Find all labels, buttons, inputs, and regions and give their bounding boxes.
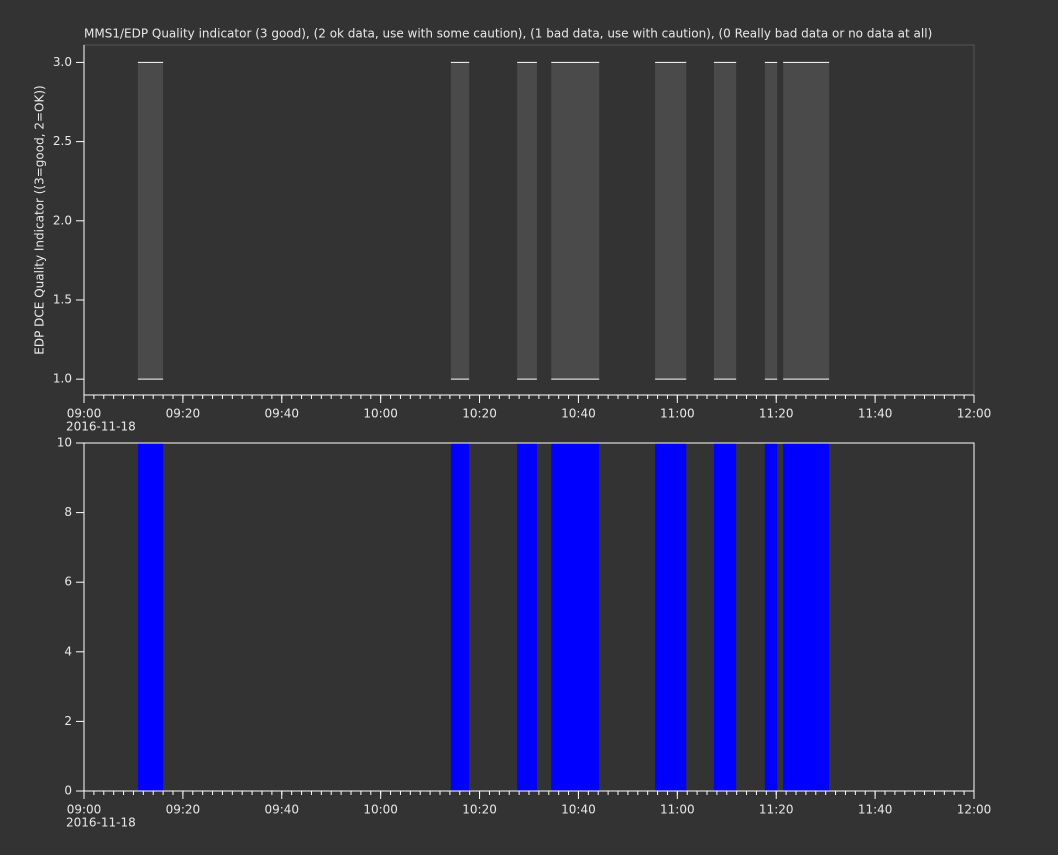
span-bar [137, 443, 164, 791]
x-tick-label: 10:00 [363, 407, 398, 421]
y-tick-label: 1.0 [53, 372, 72, 386]
span-bar [713, 443, 737, 791]
x-tick-label: 09:20 [166, 407, 201, 421]
range-bar [713, 62, 737, 380]
y-tick-label: 4 [64, 644, 72, 658]
x-tick-label: 11:20 [759, 407, 794, 421]
y-tick-label: 2 [64, 714, 72, 728]
chart-title: MMS1/EDP Quality indicator (3 good), (2 … [84, 27, 932, 41]
range-bar [764, 62, 778, 380]
x-tick-label: 10:20 [462, 803, 497, 817]
x-tick-label: 11:00 [660, 803, 695, 817]
x-tick-label: 11:20 [759, 803, 794, 817]
span-bar [764, 443, 778, 791]
y-tick-label: 10 [57, 436, 72, 450]
span-bar [783, 443, 830, 791]
x-tick-label: 10:20 [462, 407, 497, 421]
range-bar [450, 62, 470, 380]
span-bar [450, 443, 470, 791]
range-bar [655, 62, 687, 380]
y-tick-label: 6 [64, 575, 72, 589]
range-bar [137, 62, 164, 380]
range-bar [783, 62, 830, 380]
y-tick-label: 1.5 [53, 292, 72, 306]
date-label: 2016-11-18 [66, 420, 136, 434]
y-axis-label: EDP DCE Quality Indicator ((3=good, 2=OK… [33, 85, 47, 354]
x-tick-label: 10:00 [363, 803, 398, 817]
span-bar [551, 443, 600, 791]
y-tick-label: 2.0 [53, 213, 72, 227]
y-tick-label: 3.0 [53, 55, 72, 69]
y-tick-label: 8 [64, 505, 72, 519]
x-tick-label: 12:00 [957, 803, 992, 817]
x-tick-label: 09:00 [67, 407, 102, 421]
range-bar [551, 62, 600, 380]
x-tick-label: 10:40 [561, 407, 596, 421]
y-tick-label: 0 [64, 784, 72, 798]
x-tick-label: 09:40 [264, 803, 299, 817]
x-tick-label: 09:40 [264, 407, 299, 421]
date-label: 2016-11-18 [66, 816, 136, 830]
x-tick-label: 11:40 [858, 407, 893, 421]
range-bar [517, 62, 537, 380]
x-tick-label: 09:00 [67, 803, 102, 817]
span-bar [517, 443, 537, 791]
span-bar [655, 443, 687, 791]
x-tick-label: 09:20 [166, 803, 201, 817]
x-tick-label: 12:00 [957, 407, 992, 421]
y-tick-label: 2.5 [53, 134, 72, 148]
x-tick-label: 11:40 [858, 803, 893, 817]
x-tick-label: 10:40 [561, 803, 596, 817]
x-tick-label: 11:00 [660, 407, 695, 421]
